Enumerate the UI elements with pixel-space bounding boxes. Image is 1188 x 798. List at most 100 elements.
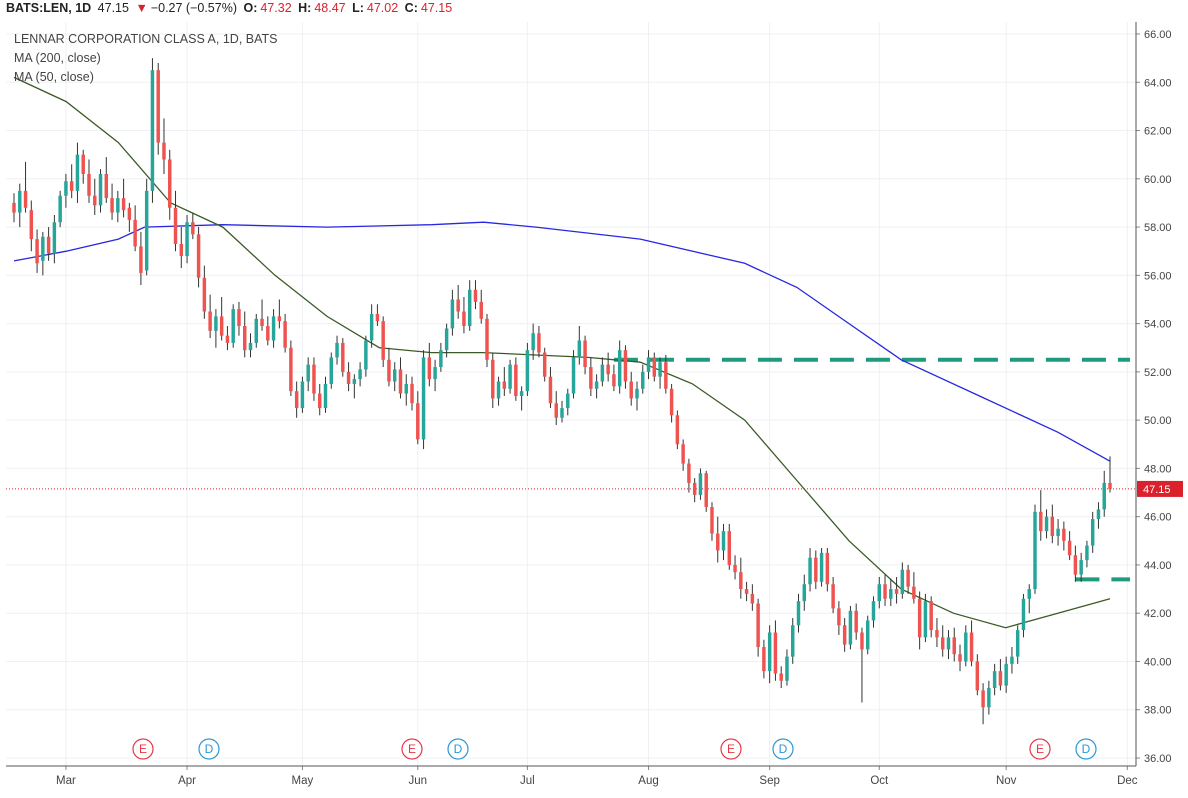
candle-up	[594, 381, 599, 389]
candle-up	[18, 190, 22, 213]
candle-down	[277, 316, 282, 322]
candle-up	[785, 656, 789, 681]
candle-down	[456, 299, 460, 312]
candle-down	[243, 326, 247, 351]
candle-up	[577, 340, 582, 358]
candle-up	[877, 584, 881, 602]
candle-down	[1108, 482, 1112, 489]
y-tick-label: 46.00	[1144, 512, 1172, 524]
legend-ma200[interactable]: MA (200, close)	[14, 51, 101, 65]
candle-up	[231, 309, 235, 343]
candle-down	[854, 610, 858, 633]
y-tick-label: 40.00	[1144, 656, 1172, 668]
candle-down	[542, 352, 547, 377]
x-tick-label: May	[292, 775, 314, 787]
candle-up	[560, 408, 564, 418]
candle-down	[733, 564, 737, 573]
y-tick-label: 38.00	[1144, 705, 1172, 717]
candle-up	[531, 333, 535, 351]
candle-down	[69, 181, 74, 191]
candle-down	[283, 321, 287, 348]
candle-down	[502, 381, 507, 389]
last-price: 47.15	[97, 1, 129, 15]
candle-down	[289, 347, 293, 392]
event-marker-label: E	[727, 742, 735, 756]
open-value: 47.32	[260, 1, 292, 15]
candle-down	[716, 533, 720, 551]
candle-down	[473, 289, 478, 302]
dividend-marker-icon	[198, 738, 220, 760]
candle-down	[485, 318, 489, 360]
y-tick-label: 66.00	[1144, 29, 1172, 41]
event-marker-label: D	[1082, 742, 1091, 756]
event-marker-label: D	[205, 742, 214, 756]
candle-up	[1033, 511, 1037, 590]
last-price-badge	[1137, 480, 1183, 497]
candle-up	[848, 610, 853, 645]
x-tick-label: Dec	[1117, 775, 1138, 787]
dividend-marker-icon	[447, 738, 469, 760]
candle-down	[952, 637, 956, 655]
x-tick-label: Apr	[178, 775, 196, 787]
candle-down	[906, 569, 910, 587]
candle-up	[329, 357, 333, 384]
candle-down	[940, 637, 945, 650]
event-marker-label: E	[1036, 742, 1044, 756]
candle-down	[779, 673, 783, 681]
candle-up	[721, 531, 726, 551]
candle-down	[317, 393, 322, 409]
candle-down	[87, 173, 91, 196]
candle-up	[1090, 519, 1095, 546]
x-tick-label: Jul	[520, 775, 535, 787]
high-value: 48.47	[314, 1, 346, 15]
candle-down	[589, 367, 593, 389]
candle-down	[162, 142, 166, 160]
candle-down	[606, 364, 610, 375]
y-tick-label: 64.00	[1144, 77, 1172, 89]
candle-down	[981, 690, 985, 708]
candle-down	[29, 210, 34, 240]
y-tick-label: 48.00	[1144, 463, 1172, 475]
candle-down	[104, 173, 109, 199]
candle-up	[767, 632, 772, 672]
candle-up	[439, 350, 443, 368]
candle-up	[600, 364, 605, 382]
candle-down	[110, 198, 114, 213]
x-tick-label: Nov	[996, 775, 1017, 787]
candle-down	[744, 589, 749, 594]
candle-down	[514, 364, 518, 396]
candle-down	[173, 207, 178, 244]
candle-down	[756, 603, 760, 647]
close-value: 47.15	[420, 1, 453, 15]
legend-ma50[interactable]: MA (50, close)	[14, 70, 94, 84]
chart-legend: LENNAR CORPORATION CLASS A, 1D, BATS MA …	[14, 30, 278, 87]
candle-up	[300, 381, 305, 409]
last-price-badge-label: 47.15	[1143, 484, 1171, 496]
candle-down	[837, 608, 841, 626]
candle-up	[900, 569, 905, 594]
candle-down	[773, 632, 778, 674]
y-tick-label: 50.00	[1144, 415, 1172, 427]
candle-up	[865, 620, 870, 650]
candle-up	[1079, 560, 1083, 575]
candle-down	[491, 359, 495, 399]
candle-down	[156, 70, 160, 143]
candle-down	[958, 654, 962, 662]
candle-up	[433, 367, 437, 380]
candle-up	[64, 181, 68, 196]
candle-up	[1102, 482, 1106, 510]
candle-down	[387, 359, 391, 382]
candle-down	[629, 381, 633, 399]
candle-up	[450, 299, 455, 329]
candle-down	[341, 342, 345, 372]
y-tick-label: 36.00	[1144, 753, 1172, 765]
y-tick-label: 56.00	[1144, 270, 1172, 282]
candle-down	[623, 350, 628, 382]
candle-down	[35, 239, 39, 264]
candle-up	[369, 313, 374, 341]
candle-up	[519, 391, 524, 396]
candle-down	[127, 207, 132, 220]
candle-down	[814, 557, 818, 582]
candle-down	[23, 190, 28, 208]
